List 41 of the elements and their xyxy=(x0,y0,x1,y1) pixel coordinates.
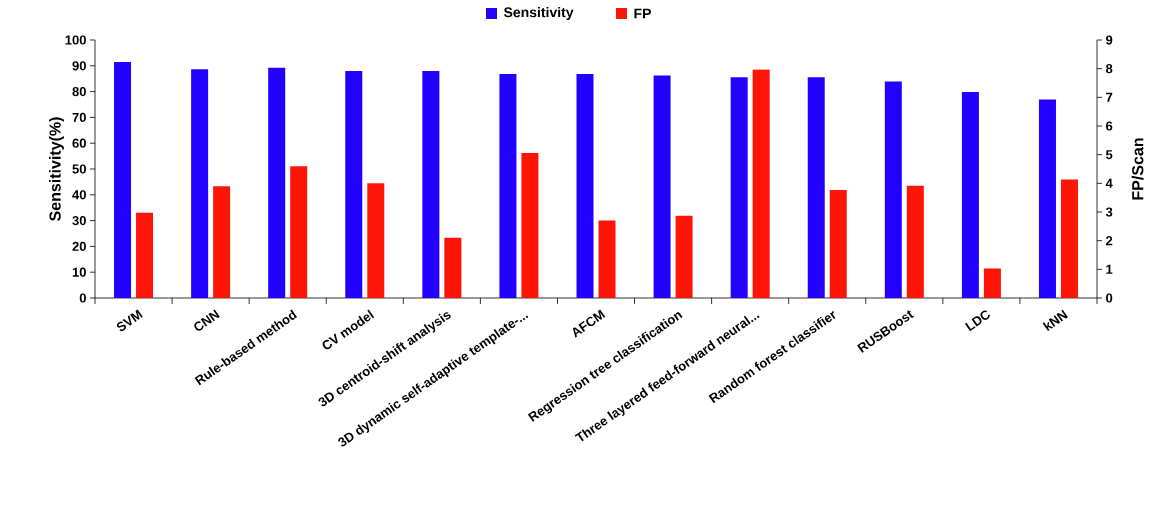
y-tick-label: 40 xyxy=(72,190,86,200)
y2-tick-label: 0 xyxy=(1106,293,1113,303)
y2-tick-label: 6 xyxy=(1106,121,1113,131)
y-tick-label: 50 xyxy=(72,164,86,174)
bar xyxy=(983,268,1001,298)
y2-tick-label: 5 xyxy=(1105,150,1113,160)
x-tick-label: kNN xyxy=(1042,309,1068,332)
y2-tick-label: 1 xyxy=(1106,264,1113,274)
y-tick-label: 30 xyxy=(72,215,86,226)
y2-tick-label: 3 xyxy=(1105,207,1113,217)
legend-label: Sensitivity xyxy=(503,6,574,21)
bar xyxy=(1060,179,1078,298)
bar xyxy=(213,186,231,298)
bar xyxy=(598,220,616,298)
y2-tick-label: 8 xyxy=(1105,64,1113,74)
y-tick-label: 20 xyxy=(72,241,86,251)
y-tick-label: 80 xyxy=(72,86,86,97)
y2-tick-label: 4 xyxy=(1105,178,1113,188)
bar xyxy=(521,152,539,298)
y-tick-label: 0 xyxy=(79,293,86,303)
bar xyxy=(290,166,308,298)
x-tick-label: CNN xyxy=(194,309,220,331)
y2-tick-label: 7 xyxy=(1106,92,1113,102)
y-tick-label: 70 xyxy=(72,112,86,122)
y-tick-label: 90 xyxy=(72,61,86,71)
bar xyxy=(752,69,770,298)
y-tick-label: 60 xyxy=(72,138,86,148)
bar xyxy=(675,215,693,298)
x-tick-label: LDC xyxy=(965,310,990,332)
bar xyxy=(829,189,847,298)
y2-axis-title: FP/Scan xyxy=(1131,138,1144,200)
bar xyxy=(444,237,462,298)
bar xyxy=(136,212,154,298)
y-tick-label: 100 xyxy=(65,35,86,45)
y2-tick-label: 2 xyxy=(1106,236,1113,246)
bar xyxy=(367,183,385,298)
legend-label: FP xyxy=(634,8,651,19)
y-tick-label: 10 xyxy=(72,267,86,277)
bar xyxy=(906,185,924,298)
y2-tick-label: 9 xyxy=(1106,35,1113,45)
y-axis-title: Sensitivity(%) xyxy=(49,117,64,221)
